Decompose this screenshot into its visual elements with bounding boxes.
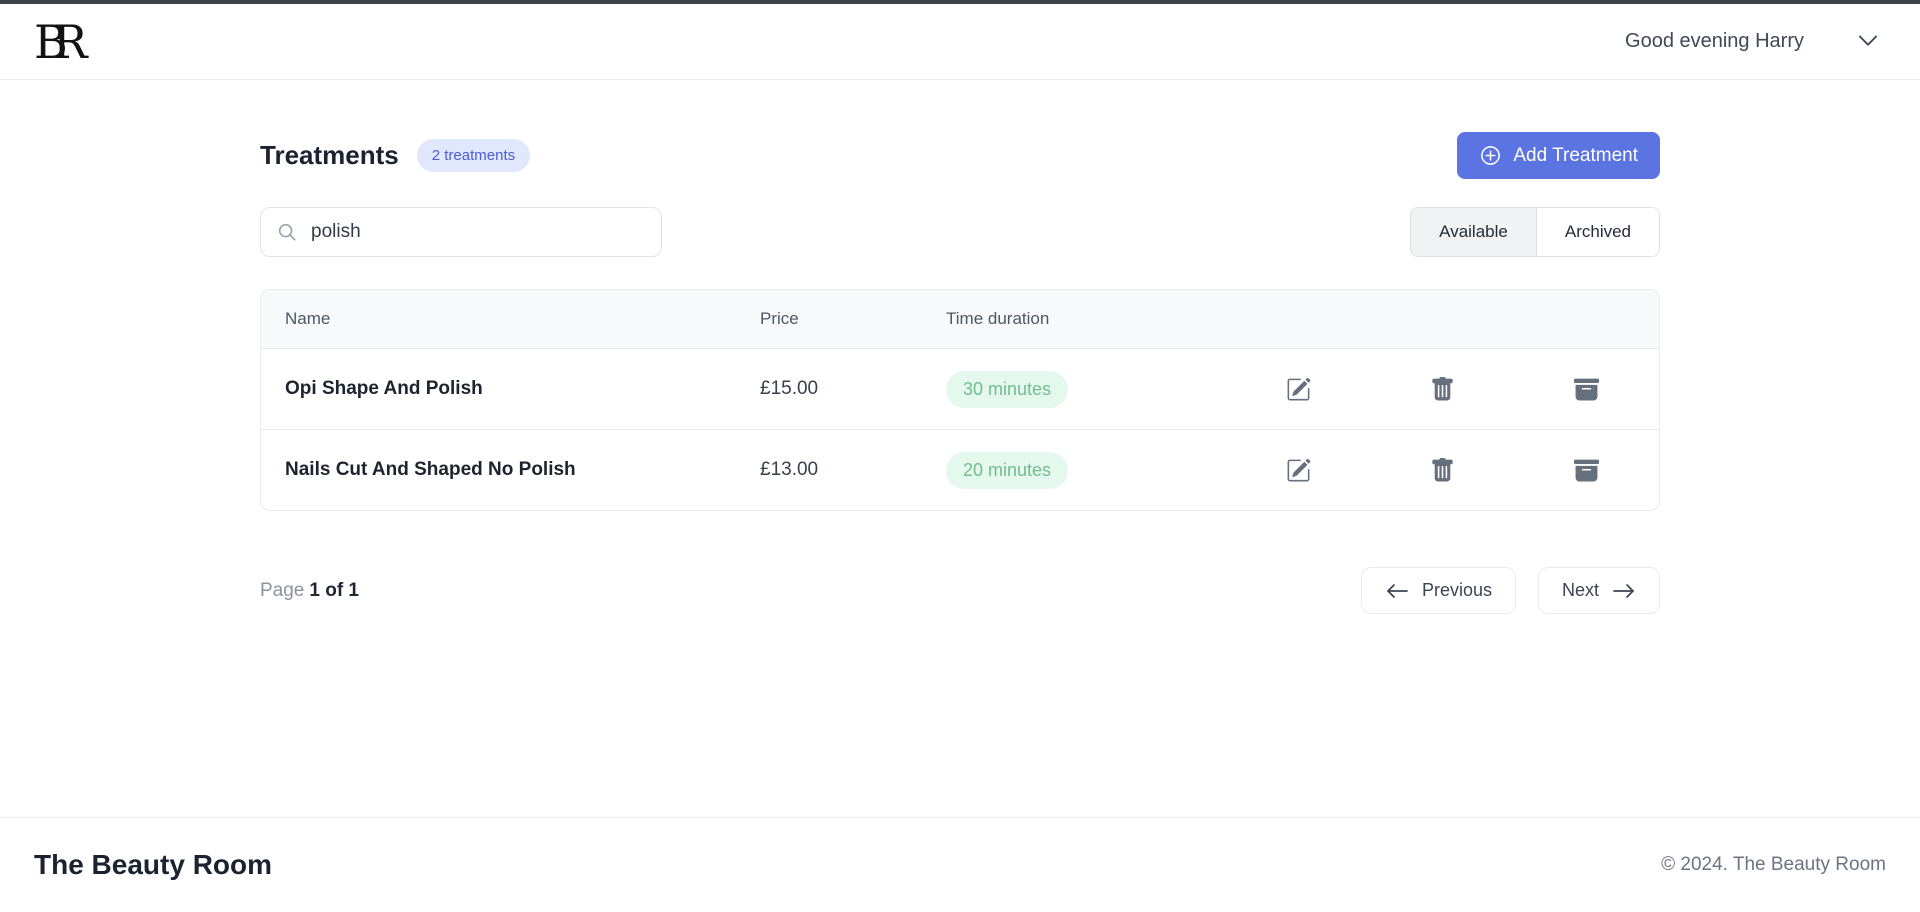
trash-icon xyxy=(1430,457,1455,483)
table-body: Opi Shape And Polish £15.00 30 minutes xyxy=(261,348,1659,510)
footer-copyright: © 2024. The Beauty Room xyxy=(1661,854,1886,875)
delete-treatment-button[interactable] xyxy=(1426,373,1459,406)
page-label: Page xyxy=(260,579,305,601)
treatment-name: Nails Cut And Shaped No Polish xyxy=(285,459,576,480)
brand-logo[interactable]: B R xyxy=(34,19,87,65)
logo-letter-b: B xyxy=(34,14,68,69)
next-page-button[interactable]: Next xyxy=(1537,567,1660,614)
edit-treatment-button[interactable] xyxy=(1282,373,1315,406)
chevron-down-icon xyxy=(1854,26,1882,57)
greeting-text: Good evening Harry xyxy=(1625,30,1804,52)
footer-brand: The Beauty Room xyxy=(34,849,273,880)
archive-box-icon xyxy=(1574,377,1599,402)
delete-treatment-button[interactable] xyxy=(1426,454,1459,487)
add-treatment-label: Add Treatment xyxy=(1513,144,1638,166)
search-box xyxy=(260,207,662,257)
previous-page-button[interactable]: Previous xyxy=(1360,567,1516,614)
next-label: Next xyxy=(1561,580,1599,600)
page-indicator: Page 1 of 1 xyxy=(260,580,359,602)
user-menu-button[interactable] xyxy=(1850,22,1886,61)
main-content: Treatments 2 treatments Add Treatment Av… xyxy=(260,80,1660,817)
logo-letter-r: R xyxy=(52,14,88,69)
column-header-duration: Time duration xyxy=(946,309,1050,328)
treatment-price: £15.00 xyxy=(760,378,819,399)
archive-treatment-button[interactable] xyxy=(1570,454,1603,487)
treatments-table: Name Price Time duration Opi Shape And P… xyxy=(260,289,1660,511)
treatment-name: Opi Shape And Polish xyxy=(285,378,483,399)
page-title: Treatments xyxy=(260,140,399,170)
previous-label: Previous xyxy=(1421,580,1492,600)
duration-badge: 20 minutes xyxy=(946,451,1069,489)
filter-available-button[interactable]: Available xyxy=(1411,208,1536,256)
arrow-left-icon xyxy=(1385,582,1409,600)
duration-badge: 30 minutes xyxy=(946,370,1069,408)
filter-archived-button[interactable]: Archived xyxy=(1535,208,1659,256)
archive-treatment-button[interactable] xyxy=(1570,373,1603,406)
table-header-row: Name Price Time duration xyxy=(261,290,1659,348)
search-icon xyxy=(276,221,298,248)
edit-treatment-button[interactable] xyxy=(1282,454,1315,487)
archive-box-icon xyxy=(1574,458,1599,483)
add-treatment-button[interactable]: Add Treatment xyxy=(1457,132,1660,179)
treatment-price: £13.00 xyxy=(760,459,819,480)
treatment-count-badge: 2 treatments xyxy=(416,139,531,172)
table-row: Nails Cut And Shaped No Polish £13.00 20… xyxy=(261,429,1659,510)
trash-icon xyxy=(1430,376,1455,402)
page-value: 1 of 1 xyxy=(309,579,359,601)
edit-pencil-icon xyxy=(1286,377,1311,402)
arrow-right-icon xyxy=(1612,582,1636,600)
search-input[interactable] xyxy=(260,207,662,257)
footer: The Beauty Room © 2024. The Beauty Room xyxy=(0,817,1920,912)
top-accent-bar xyxy=(0,0,1920,4)
table-row: Opi Shape And Polish £15.00 30 minutes xyxy=(261,348,1659,429)
header: B R Good evening Harry xyxy=(0,4,1920,80)
column-header-price: Price xyxy=(760,309,799,328)
plus-circle-icon xyxy=(1479,144,1502,167)
edit-pencil-icon xyxy=(1286,458,1311,483)
availability-filter: Available Archived xyxy=(1410,207,1660,257)
column-header-name: Name xyxy=(285,309,331,328)
